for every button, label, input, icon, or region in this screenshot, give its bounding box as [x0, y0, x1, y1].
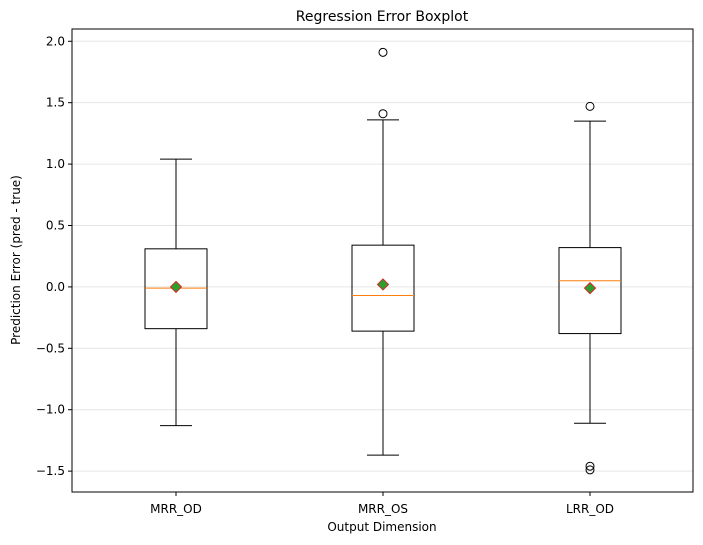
x-axis-label: Output Dimension: [327, 520, 436, 534]
outlier-point: [585, 461, 595, 471]
box-rect: [144, 248, 208, 330]
mean-marker: [376, 278, 390, 291]
outlier-point: [378, 47, 388, 57]
ticks: −1.5 −1.0 −0.5 0.0 0.5 1.0 1.5 2.0 MRR_OD MRR_OS L…: [36, 34, 614, 516]
outlier-point: [585, 465, 595, 475]
x-tick-label: MRR_OD: [150, 502, 202, 516]
x-tick-label: MRR_OS: [358, 502, 408, 516]
y-tick-label: 0.0: [46, 280, 65, 294]
boxes: [144, 47, 622, 475]
x-tick-label: LRR_OD: [566, 502, 614, 516]
mean-marker: [583, 281, 597, 295]
outlier-point: [378, 109, 388, 119]
box-group: [558, 101, 622, 475]
box-group: [351, 47, 415, 456]
y-axis-label: Prediction Error (pred - true): [9, 175, 23, 345]
y-tick-label: −1.0: [36, 403, 65, 417]
box-rect: [351, 244, 415, 332]
y-tick-label: −1.5: [36, 464, 65, 478]
outlier-point: [585, 101, 595, 111]
box-group: [144, 158, 208, 427]
y-tick-label: 2.0: [46, 34, 65, 48]
y-tick-label: 1.5: [46, 96, 65, 110]
y-tick-label: 0.5: [46, 218, 65, 232]
mean-marker: [169, 280, 183, 294]
box-rect: [558, 247, 622, 335]
y-tick-label: 1.0: [46, 157, 65, 171]
chart-title: Regression Error Boxplot: [296, 9, 469, 25]
y-tick-label: −0.5: [36, 341, 65, 355]
